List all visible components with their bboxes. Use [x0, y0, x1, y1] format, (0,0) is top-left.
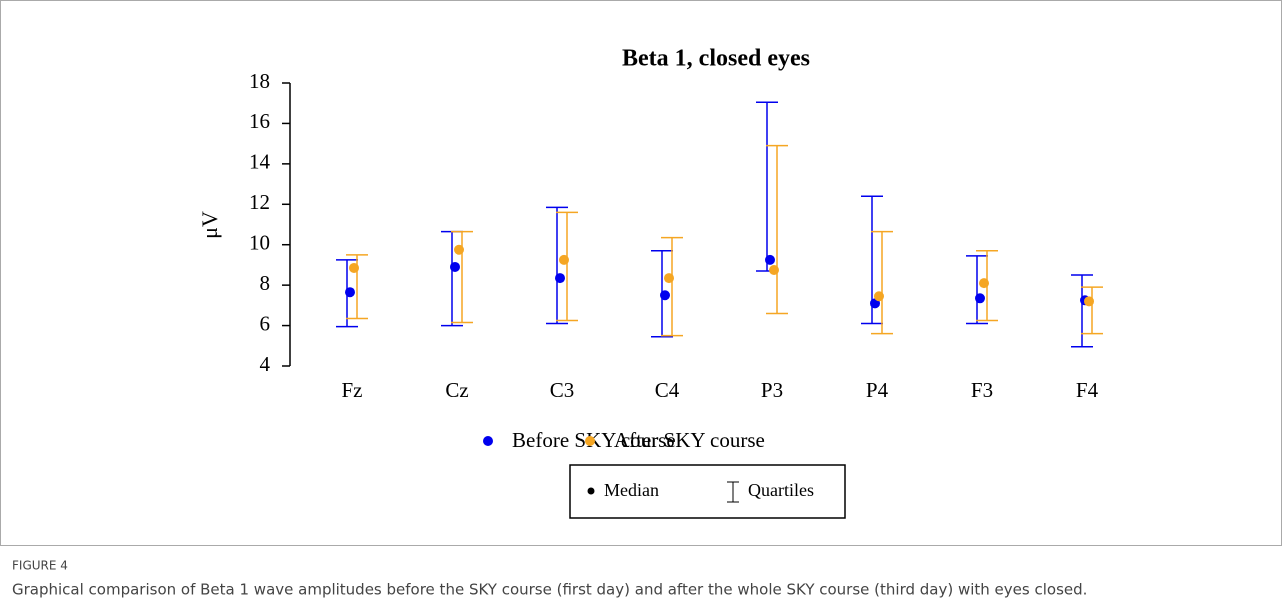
median-dot — [454, 244, 464, 255]
x-tick-label: C3 — [550, 378, 575, 402]
y-tick-label: 6 — [260, 311, 271, 335]
median-dot — [765, 254, 775, 265]
y-tick-label: 12 — [249, 190, 270, 214]
median-dot — [555, 273, 565, 284]
y-tick-label: 4 — [260, 352, 271, 376]
median-dot — [979, 278, 989, 289]
legend-label: After SKY course — [614, 428, 765, 452]
x-tick-label: F4 — [1076, 378, 1099, 402]
x-tick-label: F3 — [971, 378, 993, 402]
chart-title: Beta 1, closed eyes — [622, 46, 810, 72]
key-quartiles-icon — [727, 481, 739, 503]
y-tick-label: 8 — [260, 271, 271, 295]
legend-swatch — [483, 436, 493, 446]
median-dot — [345, 287, 355, 298]
median-dot — [450, 261, 460, 272]
y-axis-label: μV — [197, 211, 222, 239]
median-dot — [1084, 296, 1094, 307]
median-dot — [660, 290, 670, 301]
caption: Graphical comparison of Beta 1 wave ampl… — [12, 581, 1087, 599]
y-tick-label: 18 — [249, 69, 270, 93]
x-tick-label: Cz — [445, 378, 468, 402]
x-tick-label: P3 — [761, 378, 783, 402]
legend-swatch — [585, 436, 595, 446]
median-dot — [664, 273, 674, 284]
median-dot — [349, 262, 359, 273]
key-median-icon — [587, 487, 595, 495]
median-dot — [975, 293, 985, 304]
figure-label: FIGURE 4 — [12, 559, 68, 573]
y-tick-label: 14 — [249, 150, 271, 174]
key-box — [569, 464, 846, 519]
x-tick-label: Fz — [342, 378, 363, 402]
y-tick-label: 10 — [249, 231, 270, 255]
x-tick-label: P4 — [866, 378, 889, 402]
median-dot — [769, 264, 779, 275]
figure-frame — [0, 0, 1282, 546]
y-tick-label: 16 — [249, 109, 270, 133]
key-quartiles: Quartiles — [748, 480, 814, 500]
key-median: Median — [604, 480, 659, 500]
median-dot — [559, 254, 569, 265]
x-tick-label: C4 — [655, 378, 680, 402]
median-dot — [874, 291, 884, 302]
